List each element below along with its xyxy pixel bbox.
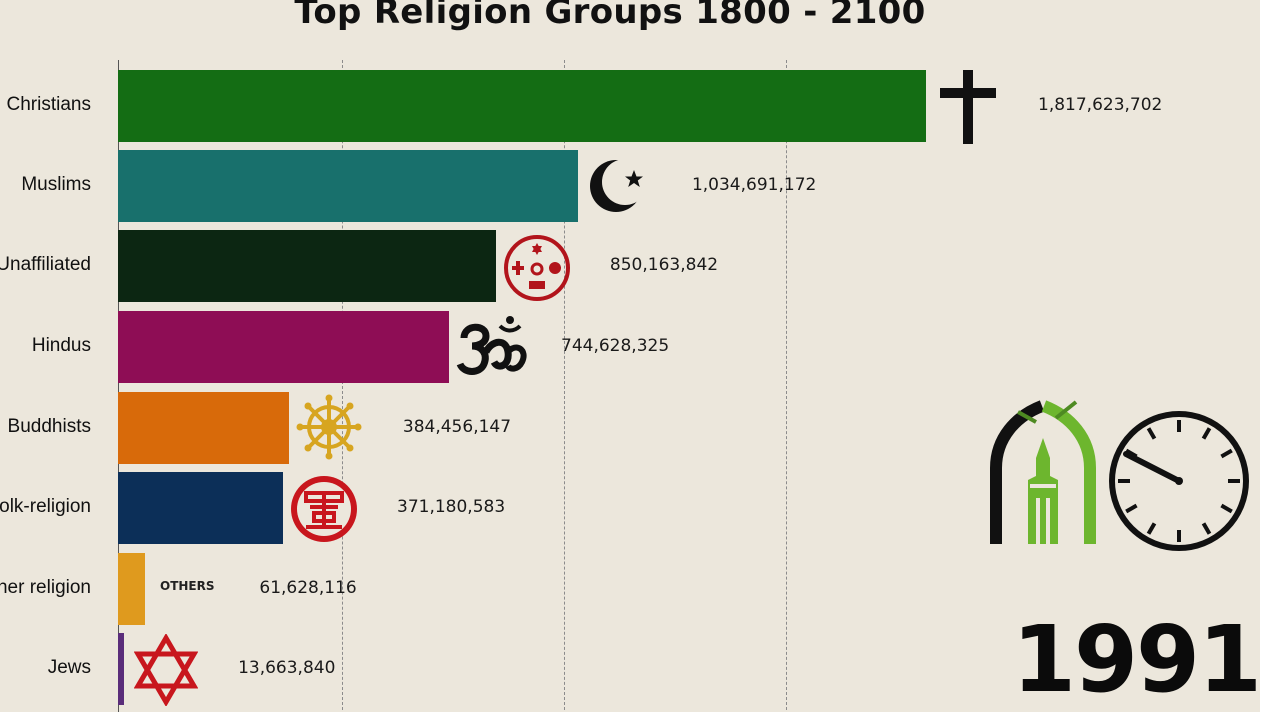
chart-title: Top Religion Groups 1800 - 2100 [294,0,926,32]
gridline [342,60,343,710]
gridline [564,60,565,710]
crescent-star-icon [590,159,648,212]
value-label: 13,663,840 [238,658,336,678]
category-label: Hindus [31,335,91,356]
cross-icon [940,70,996,144]
value-label: 384,456,147 [402,417,512,437]
clock-icon [1109,411,1249,551]
bar-buddhists [118,392,289,464]
y-axis-line [118,60,119,712]
year-label: 1991 [1012,606,1260,713]
bar-hindus [118,311,449,383]
bar-christians [118,70,926,142]
value-label: 1,034,691,172 [691,175,817,195]
others-text-icon: OTHERS [160,579,215,593]
category-label: Christians [6,94,91,115]
bar-folk-religion [118,472,283,544]
value-label: 371,180,583 [397,497,506,517]
value-label: 744,628,325 [561,336,670,356]
category-label: Other religion [0,577,91,598]
logo-emblem-icon [990,400,1096,544]
bar-muslims [118,150,578,222]
bar-unaffiliated [118,230,496,302]
gridline [786,60,787,710]
value-label: 850,163,842 [609,255,719,275]
bar-other-religion [118,553,146,625]
bottom-margin [0,712,1280,720]
category-label: Folk-religion [0,496,91,517]
star-of-david-icon [134,634,198,706]
category-label: Muslims [21,174,91,195]
bar-jews [118,633,125,705]
dharma-wheel-icon [296,394,362,460]
category-label: Jews [47,657,91,678]
folk-religion-emblem-icon [291,476,357,542]
religious-symbols-circle-icon [504,235,570,301]
category-label: Buddhists [7,416,91,437]
value-label: 61,628,116 [259,578,357,598]
value-label: 1,817,623,702 [1038,95,1163,115]
right-margin [1260,0,1280,720]
category-label: Unaffiliated [0,254,91,275]
om-icon [456,316,527,375]
